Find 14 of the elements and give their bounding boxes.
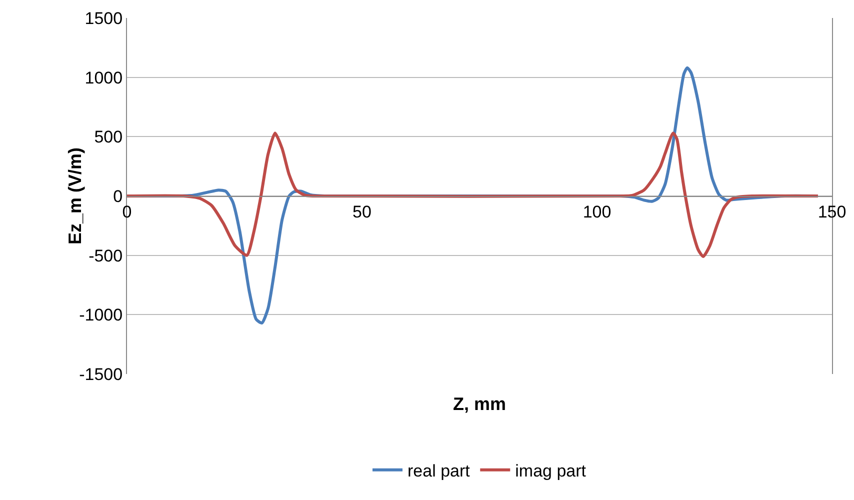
- x-tick-label: 50: [352, 202, 372, 222]
- legend-label: real part: [408, 462, 470, 480]
- y-tick-label: 1000: [84, 68, 123, 88]
- y-tick-label: -500: [88, 246, 123, 266]
- x-tick-label: 100: [582, 202, 612, 222]
- x-tick-label: 150: [818, 202, 846, 222]
- y-tick-label: 1500: [84, 8, 123, 28]
- y-tick-label: -1500: [79, 364, 123, 384]
- x-axis-title: Z, mm: [453, 394, 506, 414]
- y-tick-label: 500: [94, 128, 123, 147]
- legend-label: imag part: [515, 462, 586, 480]
- y-tick-label: -1000: [79, 306, 123, 325]
- y-tick-label: 0: [113, 186, 123, 206]
- y-axis-title: Ez_m (V/m): [65, 147, 85, 245]
